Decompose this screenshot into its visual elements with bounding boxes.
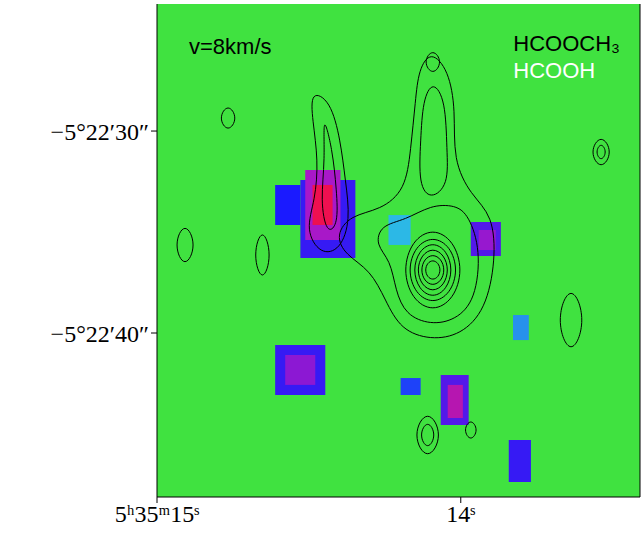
svg-text:14ˢ: 14ˢ: [446, 501, 475, 527]
svg-text:5ʰ35ᵐ15ˢ: 5ʰ35ᵐ15ˢ: [115, 501, 200, 527]
svg-text:−5°22′30″: −5°22′30″: [51, 119, 149, 145]
svg-text:−5°22′40″: −5°22′40″: [51, 321, 149, 347]
html-text:HCOOCH₃: HCOOCH₃: [513, 31, 620, 56]
html-text:v=8km/s: v=8km/s: [189, 34, 272, 59]
html-text:HCOOH: HCOOH: [513, 58, 596, 83]
